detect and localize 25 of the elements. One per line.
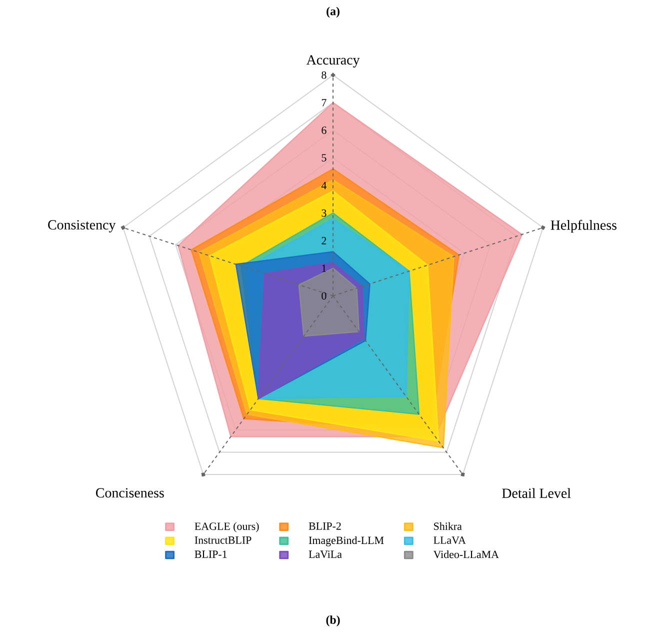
- legend-label: Shikra: [434, 522, 462, 530]
- spoke-label: Detail Level: [502, 488, 571, 498]
- legend-label: BLIP-2: [308, 522, 341, 530]
- y-tick-label: 7: [322, 99, 326, 106]
- y-tick-label: 8: [322, 71, 326, 79]
- y-tick-label: 6: [322, 126, 326, 134]
- spoke-label: Conciseness: [96, 488, 164, 498]
- text: (b): [326, 616, 340, 626]
- legend-label: EAGLE (ours): [194, 522, 259, 532]
- chart-title: (a): [326, 6, 340, 18]
- legend-label: InstructBLIP: [194, 536, 252, 544]
- spoke-label: Helpfulness: [550, 220, 616, 233]
- legend-label: LLaVA: [434, 536, 466, 544]
- legend-label: BLIP-1: [194, 550, 227, 558]
- y-tick-label: 2: [322, 237, 326, 244]
- y-tick-label: 0: [322, 292, 326, 300]
- legend-label: Video-LLaMA: [433, 550, 499, 558]
- legend-label: ImageBind-LLM: [308, 536, 384, 546]
- spoke-label: Accuracy: [306, 55, 360, 68]
- y-tick-label: 4: [321, 182, 327, 190]
- y-tick-label: 5: [322, 154, 326, 162]
- legend-label: LaViLa: [308, 550, 342, 558]
- spoke-label: Consistency: [48, 220, 116, 232]
- y-tick-label: 3: [322, 209, 326, 217]
- y-tick-label: 1: [322, 264, 326, 272]
